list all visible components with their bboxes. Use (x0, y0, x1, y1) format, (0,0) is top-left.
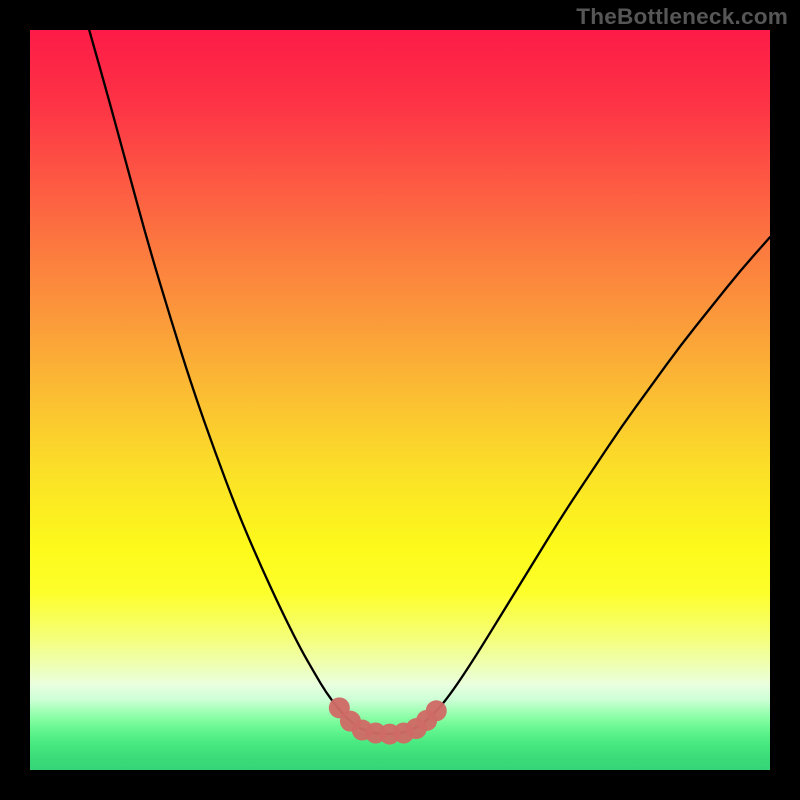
watermark-text: TheBottleneck.com (576, 4, 788, 30)
plot-area (30, 30, 770, 770)
chart-svg (30, 30, 770, 770)
marker-point (426, 700, 447, 721)
figure-container: TheBottleneck.com (0, 0, 800, 800)
gradient-background (30, 30, 770, 770)
